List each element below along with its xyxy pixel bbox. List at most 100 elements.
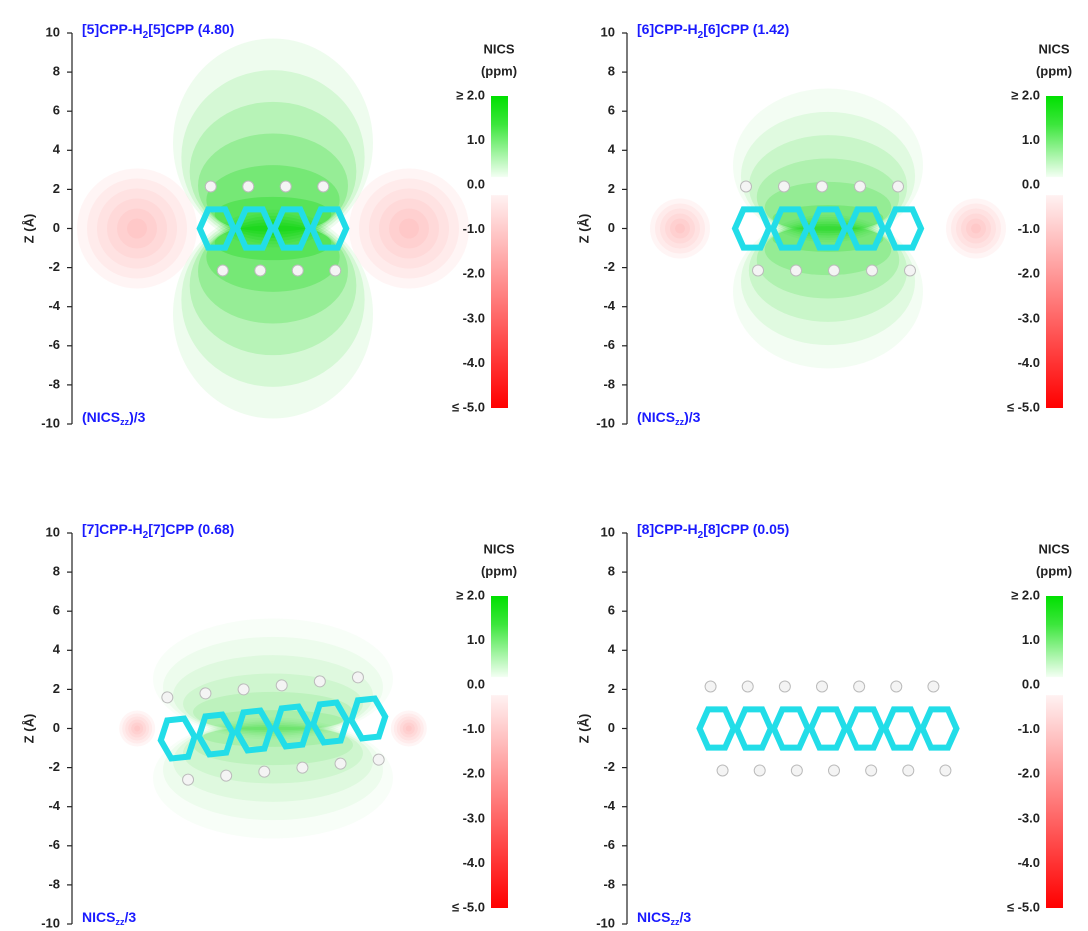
colorbar-tick-label: -4.0 — [1018, 855, 1040, 870]
hydrogen — [280, 181, 291, 192]
y-tick-label: -2 — [603, 759, 615, 774]
y-tick-label: 10 — [601, 24, 615, 39]
colorbar-tick-label: 0.0 — [467, 177, 485, 192]
colorbar-tick-label: ≤ -5.0 — [1007, 399, 1040, 414]
hydrogen — [893, 181, 904, 192]
note-text: )/3 — [129, 409, 146, 425]
colorbar-tick-label: 1.0 — [1022, 132, 1040, 147]
title-text: [8]CPP-H — [637, 521, 698, 537]
ring — [887, 209, 921, 247]
note-text: /3 — [124, 909, 136, 925]
colorbar-tick-label: ≤ -5.0 — [452, 899, 485, 914]
colorbar-title: NICS — [1038, 541, 1069, 556]
colorbar-tick-label: -3.0 — [1018, 810, 1040, 825]
y-tick-label: 8 — [608, 64, 615, 79]
hydrogen — [705, 681, 716, 692]
panel-note: NICSzz/3 — [82, 909, 136, 928]
panel-title: [7]CPP-H2[7]CPP (0.68) — [82, 521, 234, 541]
note-text: (NICS — [637, 409, 675, 425]
hydrogen — [276, 679, 288, 691]
colorbar-positive — [491, 96, 508, 177]
y-tick-label: -8 — [603, 376, 615, 391]
hydrogen — [161, 691, 173, 703]
hydrogen — [717, 765, 728, 776]
colorbar-tick-label: ≤ -5.0 — [1007, 899, 1040, 914]
colorbar-tick-label: -1.0 — [1018, 721, 1040, 736]
colorbar-tick-label: -1.0 — [463, 721, 485, 736]
ring — [700, 709, 734, 747]
hydrogen — [791, 265, 802, 276]
y-tick-label: 0 — [608, 720, 615, 735]
y-tick-label: -8 — [48, 376, 60, 391]
title-text: [8]CPP (0.05) — [703, 521, 789, 537]
title-text: [5]CPP-H — [82, 21, 143, 37]
ring — [737, 709, 771, 747]
title-text: [7]CPP (0.68) — [148, 521, 234, 537]
y-tick-label: -4 — [603, 798, 615, 813]
hydrogen — [754, 765, 765, 776]
colorbar-positive — [1046, 596, 1063, 677]
hydrogen — [829, 765, 840, 776]
colorbar-tick-label: -4.0 — [463, 855, 485, 870]
y-tick-label: 6 — [608, 603, 615, 618]
y-tick-label: -2 — [48, 259, 60, 274]
note-text: (NICS — [82, 409, 120, 425]
hydrogen — [199, 687, 211, 699]
hydrogen — [238, 683, 250, 695]
hydrogen — [258, 766, 270, 778]
y-tick-label: -10 — [596, 915, 615, 930]
colorbar-negative — [1046, 195, 1063, 408]
hydrogen — [905, 265, 916, 276]
hydrogen — [217, 265, 228, 276]
hydrogen — [866, 765, 877, 776]
hydrogen — [318, 181, 329, 192]
y-tick-label: -6 — [603, 337, 615, 352]
title-text: [6]CPP (1.42) — [703, 21, 789, 37]
ring — [735, 209, 769, 247]
hydrogen — [829, 265, 840, 276]
y-tick-label: 4 — [608, 142, 616, 157]
colorbar-title: (ppm) — [481, 563, 517, 578]
ring — [811, 709, 845, 747]
y-tick-label: 6 — [53, 103, 60, 118]
colorbar-tick-label: ≥ 2.0 — [1011, 587, 1040, 602]
hydrogen — [205, 181, 216, 192]
molecule — [700, 681, 957, 776]
hydrogen — [753, 265, 764, 276]
ring — [885, 709, 919, 747]
colorbar-title: NICS — [483, 541, 514, 556]
colorbar-negative — [491, 195, 508, 408]
colorbar-tick-label: 0.0 — [1022, 177, 1040, 192]
hydrogen — [903, 765, 914, 776]
colorbar-tick-label: -3.0 — [1018, 310, 1040, 325]
hydrogen — [292, 265, 303, 276]
colorbar-tick-label: -2.0 — [1018, 266, 1040, 281]
colorbar-tick-label: 1.0 — [467, 132, 485, 147]
y-tick-label: 4 — [53, 142, 61, 157]
y-tick-label: -4 — [48, 298, 60, 313]
y-tick-label: -6 — [603, 837, 615, 852]
hydrogen — [928, 681, 939, 692]
colorbar-tick-label: ≥ 2.0 — [456, 587, 485, 602]
hydrogen — [255, 265, 266, 276]
hydrogen — [817, 681, 828, 692]
title-text: [5]CPP (4.80) — [148, 21, 234, 37]
colorbar-title: (ppm) — [1036, 563, 1072, 578]
panel-note: (NICSzz)/3 — [82, 409, 146, 428]
contour-red — [971, 224, 981, 234]
title-text: [7]CPP-H — [82, 521, 143, 537]
ring — [922, 709, 956, 747]
colorbar-tick-label: -2.0 — [463, 766, 485, 781]
hydrogen — [854, 681, 865, 692]
hydrogen — [779, 181, 790, 192]
hydrogen — [817, 181, 828, 192]
y-tick-label: -8 — [48, 876, 60, 891]
hydrogen — [314, 675, 326, 687]
figure: 1086420-2-4-6-8-10Z (Å)[5]CPP-H2[5]CPP (… — [0, 0, 1088, 931]
hydrogen — [373, 754, 385, 766]
colorbar-tick-label: -1.0 — [463, 221, 485, 236]
y-tick-label: 6 — [608, 103, 615, 118]
colorbar-tick-label: 0.0 — [1022, 677, 1040, 692]
colorbar-tick-label: 1.0 — [467, 632, 485, 647]
